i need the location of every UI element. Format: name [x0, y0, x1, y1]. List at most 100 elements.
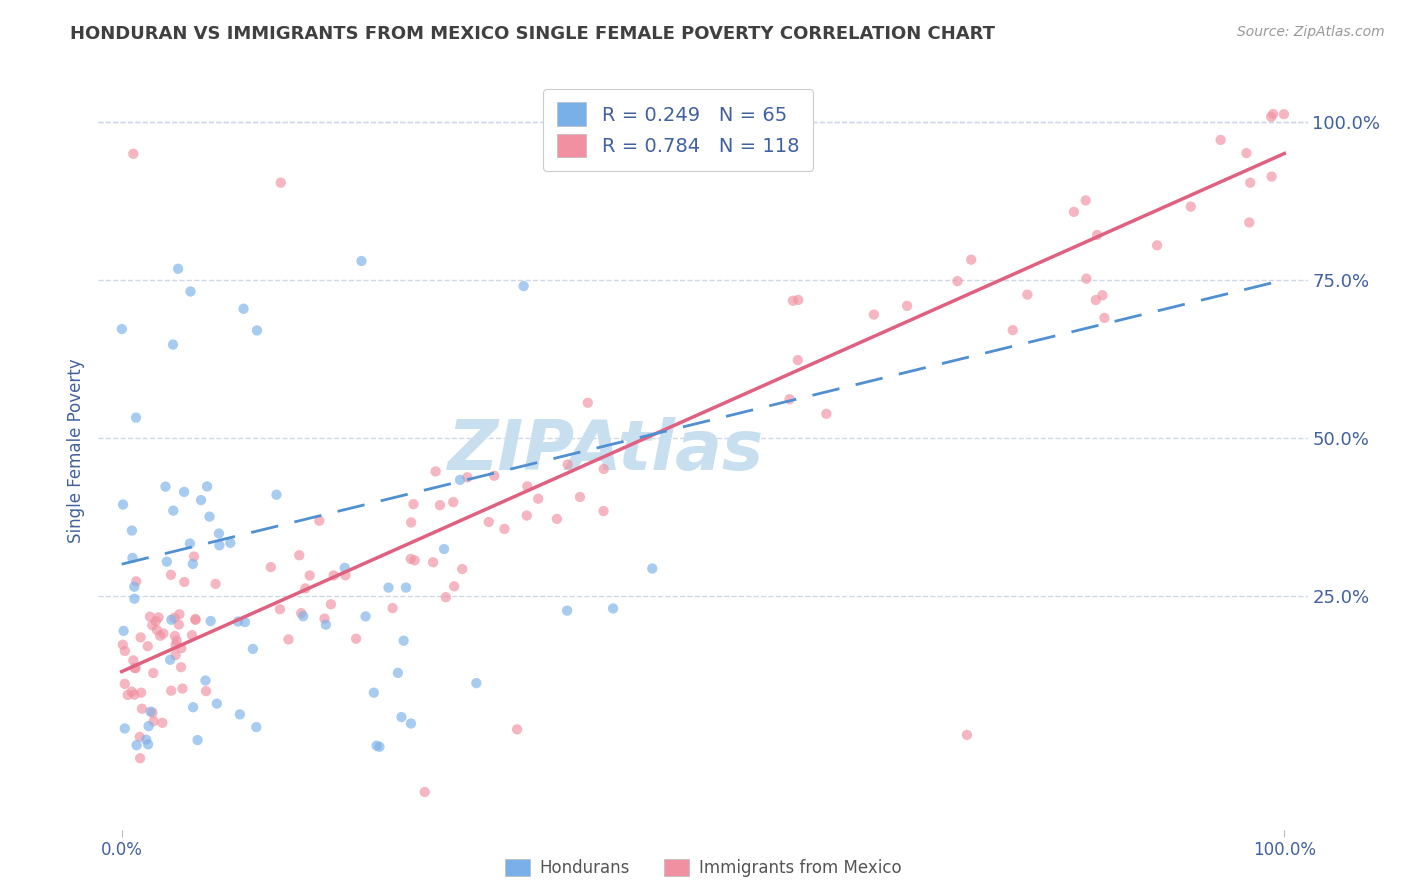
Point — [136, 737, 159, 751]
Point — [111, 638, 134, 652]
Point — [404, 553, 426, 567]
Point — [187, 733, 209, 747]
Point — [124, 661, 146, 675]
Point — [1261, 107, 1284, 121]
Point — [1084, 293, 1107, 307]
Point — [592, 504, 614, 518]
Point — [139, 705, 162, 719]
Point — [138, 719, 160, 733]
Point — [170, 641, 193, 656]
Point — [150, 715, 173, 730]
Point — [148, 610, 170, 624]
Point — [165, 648, 187, 662]
Point — [779, 392, 801, 407]
Point — [322, 568, 344, 582]
Point — [344, 632, 367, 646]
Point — [142, 665, 165, 680]
Point — [200, 614, 222, 628]
Point — [172, 681, 194, 696]
Point — [131, 702, 153, 716]
Point — [441, 495, 464, 509]
Point — [863, 308, 886, 322]
Point — [277, 632, 299, 647]
Point — [456, 470, 478, 484]
Point — [399, 552, 422, 566]
Legend: R = 0.249   N = 65, R = 0.784   N = 118: R = 0.249 N = 65, R = 0.784 N = 118 — [544, 88, 813, 171]
Point — [229, 707, 252, 722]
Point — [125, 574, 148, 589]
Point — [557, 458, 579, 472]
Point — [208, 538, 231, 552]
Point — [136, 639, 159, 653]
Point — [354, 609, 377, 624]
Point — [124, 688, 146, 702]
Point — [896, 299, 918, 313]
Point — [184, 612, 207, 626]
Point — [1017, 287, 1039, 301]
Point — [1091, 288, 1114, 302]
Point — [815, 407, 838, 421]
Point — [181, 557, 204, 571]
Point — [160, 567, 183, 582]
Point — [194, 673, 217, 688]
Point — [114, 644, 136, 658]
Point — [1272, 107, 1295, 121]
Point — [956, 728, 979, 742]
Point — [141, 618, 163, 632]
Point — [169, 607, 191, 622]
Point — [125, 410, 148, 425]
Point — [1094, 310, 1116, 325]
Point — [179, 536, 201, 550]
Point — [173, 484, 195, 499]
Point — [787, 293, 810, 307]
Point — [527, 491, 550, 506]
Point — [1146, 238, 1168, 252]
Point — [124, 661, 146, 675]
Point — [395, 581, 418, 595]
Point — [429, 498, 451, 512]
Point — [112, 498, 135, 512]
Point — [155, 480, 177, 494]
Point — [163, 629, 186, 643]
Point — [232, 301, 254, 316]
Point — [198, 509, 221, 524]
Point — [1234, 146, 1257, 161]
Point — [170, 660, 193, 674]
Point — [592, 462, 614, 476]
Point — [1260, 110, 1282, 124]
Point — [204, 577, 226, 591]
Point — [478, 515, 501, 529]
Point — [152, 626, 174, 640]
Point — [1239, 215, 1261, 229]
Point — [145, 614, 167, 628]
Point — [160, 613, 183, 627]
Point — [181, 700, 204, 714]
Point — [167, 617, 190, 632]
Point — [129, 631, 152, 645]
Point — [195, 479, 218, 493]
Point — [1076, 271, 1098, 285]
Point — [350, 254, 373, 268]
Point — [512, 279, 534, 293]
Point — [402, 497, 425, 511]
Point — [190, 493, 212, 508]
Point — [269, 602, 291, 616]
Point — [129, 751, 152, 765]
Point — [290, 606, 312, 620]
Point — [506, 723, 529, 737]
Point — [333, 561, 356, 575]
Text: HONDURAN VS IMMIGRANTS FROM MEXICO SINGLE FEMALE POVERTY CORRELATION CHART: HONDURAN VS IMMIGRANTS FROM MEXICO SINGL… — [70, 25, 995, 43]
Point — [111, 322, 134, 336]
Point — [960, 252, 983, 267]
Point — [292, 609, 315, 624]
Point — [122, 580, 145, 594]
Point — [494, 522, 516, 536]
Point — [270, 176, 292, 190]
Point — [173, 574, 195, 589]
Point — [121, 524, 143, 538]
Point — [1239, 176, 1261, 190]
Point — [482, 468, 505, 483]
Legend: Hondurans, Immigrants from Mexico: Hondurans, Immigrants from Mexico — [498, 852, 908, 884]
Point — [1180, 200, 1202, 214]
Point — [162, 337, 184, 351]
